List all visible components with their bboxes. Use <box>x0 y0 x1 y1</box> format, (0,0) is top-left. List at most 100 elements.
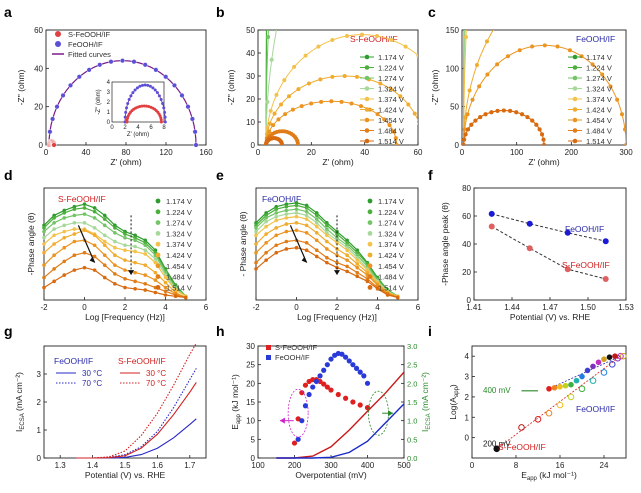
c-point <box>600 72 605 77</box>
d-point <box>153 260 158 265</box>
f-label-feooh: FeOOH/IF <box>565 224 604 234</box>
i-point-sfeooh <box>601 356 607 363</box>
h-point <box>313 378 319 385</box>
d-point <box>92 216 97 220</box>
b-legend-marker <box>364 86 370 91</box>
c-legend-marker <box>572 107 578 112</box>
c-series-8 <box>462 108 546 145</box>
d-legend-label: 1.374 V <box>166 240 192 249</box>
b-point <box>455 126 459 130</box>
b-point <box>290 107 295 112</box>
a-inset-point <box>138 84 142 88</box>
b-point <box>269 57 274 62</box>
d-point <box>153 257 158 261</box>
b-point <box>296 143 300 145</box>
d-point <box>72 232 77 236</box>
c-xtick-label: 300 <box>619 148 633 157</box>
i-annot-400: 400 mV <box>483 386 511 395</box>
c-point <box>608 84 613 89</box>
h-point <box>353 365 360 371</box>
i-point-feooh <box>600 369 608 376</box>
b-series-9 <box>264 136 284 145</box>
c-point <box>474 62 479 67</box>
a-legend-label: S-FeOOH/IF <box>68 30 111 39</box>
b-point <box>274 92 279 97</box>
c-point <box>495 62 500 67</box>
h-xlabel: Overpotential (mV) <box>295 470 366 480</box>
c-legend-marker <box>572 117 578 123</box>
d-point <box>42 263 46 267</box>
d-point <box>52 253 56 257</box>
c-point <box>590 62 595 67</box>
d-point <box>102 233 107 238</box>
e-point <box>314 213 319 218</box>
a-inset-point <box>141 83 145 87</box>
d-point <box>52 233 56 238</box>
g-legend-sfeooh: S-FeOOH/IF <box>118 356 166 366</box>
e-xtick-label: 0 <box>294 303 299 312</box>
a-data-point <box>54 104 60 110</box>
d-xtick-label: 2 <box>123 303 128 312</box>
h-current-curve <box>276 403 405 459</box>
i-xlabel: Eapp (kJ mol⁻¹) <box>521 470 577 482</box>
d-legend-label: 1.324 V <box>166 229 192 238</box>
a-legend-marker <box>55 41 61 47</box>
c-curve <box>463 30 466 145</box>
h-ytick-label: 20 <box>246 379 255 388</box>
a-data-point <box>68 82 74 88</box>
h-ytick-right-label: 2.5 <box>407 361 417 370</box>
e-legend-label: 1.374 V <box>378 240 404 249</box>
b-point <box>391 129 396 134</box>
i-point-feooh <box>589 377 597 384</box>
c-point <box>525 115 530 120</box>
d-point <box>102 239 107 244</box>
e-legend-marker <box>367 241 373 247</box>
a-inset-ylabel: -Z'' (ohm) <box>96 89 102 114</box>
c-title: FeOOH/IF <box>576 34 615 44</box>
d-point <box>102 243 107 248</box>
d-point <box>52 267 56 271</box>
i-xtick-label: 8 <box>514 461 519 470</box>
c-point <box>484 39 489 44</box>
d-point <box>143 238 148 243</box>
f-xtick-label: 1.50 <box>580 303 596 312</box>
f-ytick-label: 0 <box>467 296 472 305</box>
d-legend-label: 1.274 V <box>166 219 192 228</box>
c-legend-label: 1.274 V <box>586 74 612 83</box>
a-inset-ytick: 0 <box>107 120 111 126</box>
c-legend-label: 1.454 V <box>586 116 612 125</box>
e-point <box>345 264 349 269</box>
d-legend-label: 1.514 V <box>166 283 192 292</box>
c-curve <box>463 30 467 145</box>
b-point <box>421 143 425 147</box>
e-point <box>274 233 279 238</box>
e-point <box>345 243 349 248</box>
b-point <box>416 53 418 58</box>
c-point <box>615 97 620 102</box>
e-point <box>375 287 380 291</box>
b-legend-marker <box>364 54 370 60</box>
a-inset-point <box>146 83 150 87</box>
i-point-feooh <box>578 385 586 393</box>
e-arrow-solid <box>289 225 308 263</box>
h-point <box>299 418 305 424</box>
e-point <box>294 221 299 225</box>
d-point <box>72 213 77 218</box>
e-point <box>365 279 370 284</box>
h-legend-label: FeOOH/IF <box>275 353 310 362</box>
a-xtick-label: 0 <box>44 148 49 157</box>
c-point <box>501 108 506 113</box>
h-point <box>357 402 363 408</box>
b-point <box>428 65 432 69</box>
e-point <box>294 203 299 208</box>
a-inset-ytick: 3 <box>107 90 111 96</box>
d-point <box>123 277 127 281</box>
d-point <box>113 263 117 267</box>
i-ylabel: Log(Aapp) <box>448 384 460 420</box>
f-xtick-label: 1.44 <box>504 303 520 312</box>
d-point <box>62 245 67 250</box>
g-ytick-label: 2 <box>37 398 42 407</box>
h-point <box>302 382 309 388</box>
e-point <box>264 219 268 224</box>
